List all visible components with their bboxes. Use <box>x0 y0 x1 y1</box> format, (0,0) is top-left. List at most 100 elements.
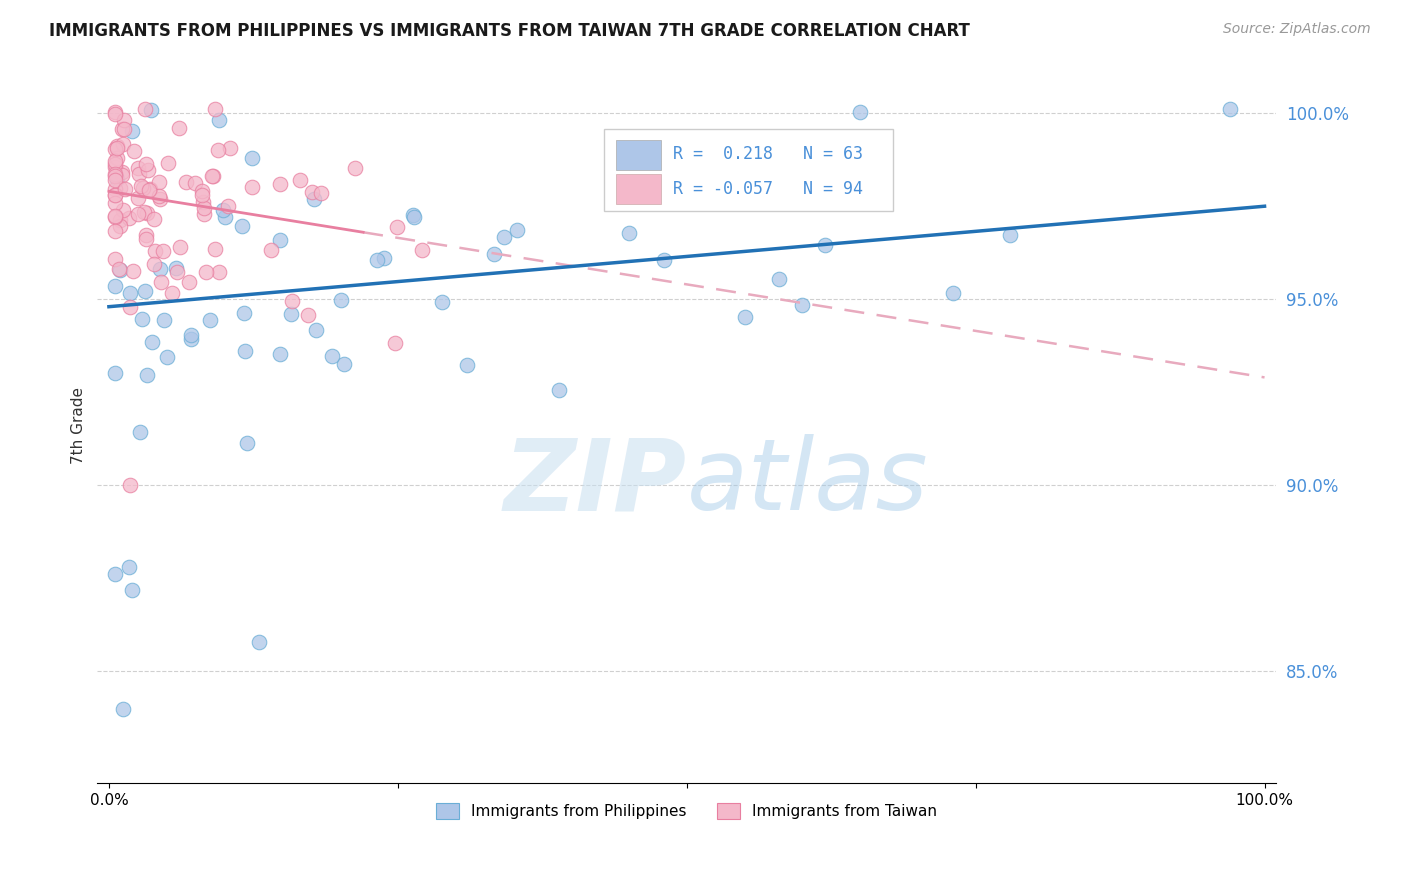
Point <box>768 272 790 286</box>
Point <box>156 155 179 169</box>
Point <box>547 384 569 398</box>
Point <box>373 251 395 265</box>
Point <box>118 560 141 574</box>
Point <box>118 300 141 314</box>
Point <box>121 582 143 597</box>
Point <box>290 172 312 186</box>
Point <box>135 206 157 220</box>
FancyBboxPatch shape <box>616 174 661 204</box>
Point <box>104 156 127 170</box>
Point <box>482 246 505 260</box>
Point <box>208 265 231 279</box>
Point <box>402 208 425 222</box>
Point <box>432 295 454 310</box>
Point <box>138 183 160 197</box>
Point <box>792 298 814 312</box>
Point <box>180 332 202 346</box>
Point <box>184 176 207 190</box>
Point <box>344 161 367 175</box>
Point <box>814 237 837 252</box>
Text: R =  0.218   N = 63: R = 0.218 N = 63 <box>672 145 862 163</box>
Point <box>152 244 174 259</box>
Point <box>134 103 156 117</box>
Point <box>329 293 352 308</box>
Point <box>118 478 141 492</box>
Point <box>236 436 259 450</box>
Point <box>734 310 756 325</box>
Point <box>411 244 433 258</box>
Point <box>139 103 162 118</box>
Point <box>214 210 236 224</box>
Point <box>180 328 202 343</box>
Point <box>941 286 963 301</box>
Point <box>231 219 253 233</box>
Point <box>193 202 215 216</box>
Point <box>107 172 129 186</box>
Y-axis label: 7th Grade: 7th Grade <box>72 387 86 464</box>
Point <box>127 207 149 221</box>
Point <box>104 182 127 196</box>
Point <box>207 143 229 157</box>
Point <box>129 178 152 193</box>
Point <box>111 701 134 715</box>
Point <box>118 211 141 225</box>
Point <box>281 294 304 309</box>
Point <box>127 191 149 205</box>
Point <box>728 155 751 169</box>
Point <box>269 177 291 191</box>
Point <box>127 161 149 175</box>
Point <box>179 275 201 289</box>
Point <box>105 141 128 155</box>
Point <box>247 634 270 648</box>
FancyBboxPatch shape <box>616 140 661 170</box>
Point <box>104 105 127 120</box>
Point <box>104 211 127 225</box>
Point <box>105 139 128 153</box>
Point <box>301 186 323 200</box>
Text: atlas: atlas <box>686 434 928 532</box>
Point <box>131 312 153 326</box>
Point <box>138 182 160 196</box>
Point <box>104 196 127 211</box>
Point <box>148 189 170 203</box>
Point <box>104 106 127 120</box>
Point <box>321 349 343 363</box>
Point <box>134 284 156 298</box>
Point <box>202 169 225 184</box>
Point <box>104 224 127 238</box>
Point <box>148 175 170 189</box>
Text: ZIP: ZIP <box>503 434 686 532</box>
Point <box>111 202 134 217</box>
Point <box>269 233 291 247</box>
Point <box>198 312 221 326</box>
Point <box>366 253 388 268</box>
Point <box>111 165 134 179</box>
Point <box>204 242 226 256</box>
Point <box>456 358 478 372</box>
Point <box>104 169 127 183</box>
Point <box>122 264 145 278</box>
Legend: Immigrants from Philippines, Immigrants from Taiwan: Immigrants from Philippines, Immigrants … <box>430 797 943 825</box>
Point <box>191 184 214 198</box>
Point <box>207 112 229 127</box>
Point <box>280 307 302 321</box>
Point <box>148 262 170 277</box>
Point <box>233 306 256 320</box>
FancyBboxPatch shape <box>605 129 893 211</box>
Point <box>129 425 152 440</box>
Point <box>240 151 263 165</box>
Point <box>132 181 155 195</box>
Point <box>108 181 131 195</box>
Point <box>193 207 215 221</box>
Point <box>153 313 176 327</box>
Point <box>492 230 515 244</box>
Point <box>149 192 172 206</box>
Point <box>219 140 242 154</box>
Point <box>132 204 155 219</box>
Point <box>104 142 127 156</box>
Point <box>699 157 721 171</box>
Point <box>104 209 127 223</box>
Point <box>111 122 134 136</box>
Point <box>135 157 157 171</box>
Point <box>305 323 328 337</box>
